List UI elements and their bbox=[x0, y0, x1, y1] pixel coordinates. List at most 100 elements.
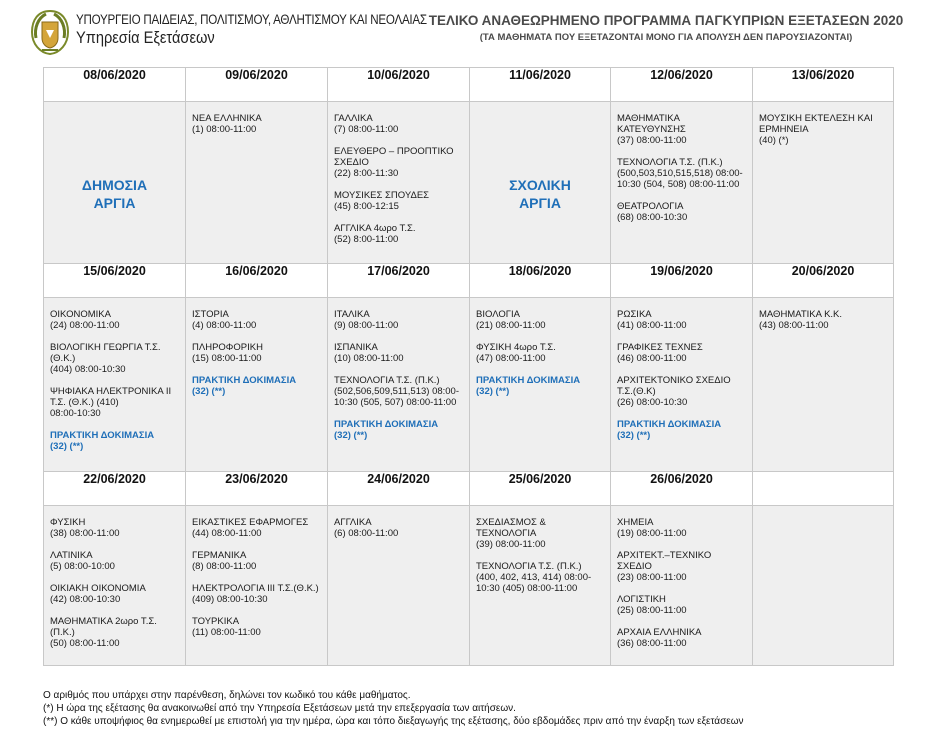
subject-name: ΙΣΤΟΡΙΑ bbox=[192, 309, 229, 320]
holiday-label: ΔΗΜΟΣΙΑ ΑΡΓΙΑ bbox=[50, 113, 179, 259]
exam-subject: ΙΣΠΑΝΙΚΑ (10) 08:00-11:00 bbox=[334, 342, 463, 364]
subject-name: ΜΑΘΗΜΑΤΙΚΑ ΚΑΤΕΥΘΥΝΣΗΣ bbox=[617, 113, 686, 135]
exam-subject: ΨΗΦΙΑΚΑ ΗΛΕΚΤΡΟΝΙΚΑ ΙΙ Τ.Σ. (Θ.Κ.) (410)… bbox=[50, 386, 179, 419]
page-title: ΤΕΛΙΚΟ ΑΝΑΘΕΩΡΗΜΕΝΟ ΠΡΟΓΡΑΜΜΑ ΠΑΓΚΥΠΡΙΩΝ… bbox=[428, 13, 904, 28]
day-cell: ΧΗΜΕΙΑ (19) 08:00-11:00 ΑΡΧΙΤΕΚΤ.–ΤΕΧΝΙΚΟ … bbox=[610, 505, 753, 666]
date-header: 23/06/2020 bbox=[185, 471, 328, 506]
exam-subject: ΜΑΘΗΜΑΤΙΚΑ Κ.Κ. (43) 08:00-11:00 bbox=[759, 309, 887, 331]
subject-time: (11) 08:00-11:00 bbox=[192, 627, 261, 638]
exam-subject: ΣΧΕΔΙΑΣΜΟΣ & ΤΕΧΝΟΛΟΓΙΑ (39) 08:00-11:00 bbox=[476, 517, 604, 550]
exam-subject: ΤΟΥΡΚΙΚΑ (11) 08:00-11:00 bbox=[192, 616, 321, 638]
subject-time: (37) 08:00-11:00 bbox=[617, 135, 687, 146]
subject-time: (52) 8:00-11:00 bbox=[334, 234, 399, 245]
subject-time: (24) 08:00-11:00 bbox=[50, 320, 120, 331]
date-header: 17/06/2020 bbox=[327, 263, 470, 298]
subject-time: (8) 08:00-11:00 bbox=[192, 561, 257, 572]
date-header: 12/06/2020 bbox=[610, 67, 753, 102]
holiday-text: ΑΡΓΙΑ bbox=[93, 195, 136, 211]
subject-time: (9) 08:00-11:00 bbox=[334, 320, 399, 331]
subject-time: (7) 08:00-11:00 bbox=[334, 124, 399, 135]
exam-subject: ΝΕΑ ΕΛΛΗΝΙΚΑ (1) 08:00-11:00 bbox=[192, 113, 321, 135]
practical-name: ΠΡΑΚΤΙΚΗ ΔΟΚΙΜΑΣΙΑ bbox=[617, 419, 722, 430]
exam-subject: ΒΙΟΛΟΓΙΑ (21) 08:00-11:00 bbox=[476, 309, 604, 331]
subject-time: (43) 08:00-11:00 bbox=[759, 320, 829, 331]
subject-name: ΓΡΑΦΙΚΕΣ ΤΕΧΝΕΣ bbox=[617, 342, 703, 353]
practical-exam: ΠΡΑΚΤΙΚΗ ΔΟΚΙΜΑΣΙΑ (32) (**) bbox=[617, 419, 746, 441]
subject-time: (409) 08:00-10:30 bbox=[192, 594, 268, 605]
exam-row: ΦΥΣΙΚΗ (38) 08:00-11:00 ΛΑΤΙΝΙΚΑ (5) 08:00-… bbox=[43, 505, 894, 666]
date-header: 18/06/2020 bbox=[469, 263, 611, 298]
exam-subject: ΜΟΥΣΙΚΕΣ ΣΠΟΥΔΕΣ (45) 8:00-12:15 bbox=[334, 190, 463, 212]
practical-name: ΠΡΑΚΤΙΚΗ ΔΟΚΙΜΑΣΙΑ bbox=[334, 419, 439, 430]
subject-name: ΠΛΗΡΟΦΟΡΙΚΗ bbox=[192, 342, 263, 353]
day-cell: ΜΟΥΣΙΚΗ ΕΚΤΕΛΕΣΗ ΚΑΙ ΕΡΜΗΝΕΙΑ (40) (*) bbox=[752, 101, 894, 264]
day-cell: ΣΧΕΔΙΑΣΜΟΣ & ΤΕΧΝΟΛΟΓΙΑ (39) 08:00-11:00 Τ… bbox=[469, 505, 611, 666]
subject-time: (15) 08:00-11:00 bbox=[192, 353, 262, 364]
day-cell: ΦΥΣΙΚΗ (38) 08:00-11:00 ΛΑΤΙΝΙΚΑ (5) 08:00-… bbox=[43, 505, 186, 666]
exam-row: ΟΙΚΟΝΟΜΙΚΑ (24) 08:00-11:00 ΒΙΟΛΟΓΙΚΗ ΓΕΩΡ… bbox=[43, 297, 894, 472]
exam-subject: ΦΥΣΙΚΗ 4ωρο Τ.Σ. (47) 08:00-11:00 bbox=[476, 342, 604, 364]
practical-code: (32) (**) bbox=[617, 430, 651, 441]
exam-subject: ΟΙΚΟΝΟΜΙΚΑ (24) 08:00-11:00 bbox=[50, 309, 179, 331]
subject-time: (40) (*) bbox=[759, 135, 789, 146]
subject-name: ΜΟΥΣΙΚΗ ΕΚΤΕΛΕΣΗ ΚΑΙ ΕΡΜΗΝΕΙΑ bbox=[759, 113, 873, 135]
subject-name: ΣΧΕΔΙΑΣΜΟΣ & ΤΕΧΝΟΛΟΓΙΑ bbox=[476, 517, 546, 539]
subject-time: (4) 08:00-11:00 bbox=[192, 320, 257, 331]
subject-name: ΒΙΟΛΟΓΙΑ bbox=[476, 309, 520, 320]
subject-time: (23) 08:00-11:00 bbox=[617, 572, 687, 583]
date-header: 24/06/2020 bbox=[327, 471, 470, 506]
subject-name: ΦΥΣΙΚΗ bbox=[50, 517, 86, 528]
footnotes: Ο αριθμός που υπάρχει στην παρένθεση, δη… bbox=[43, 689, 744, 728]
exam-subject: ΕΛΕΥΘΕΡΟ – ΠΡΟΟΠΤΙΚΟ ΣΧΕΔΙΟ (22) 8:00-11:… bbox=[334, 146, 463, 179]
practical-code: (32) (**) bbox=[334, 430, 368, 441]
subject-time: (50) 08:00-11:00 bbox=[50, 638, 120, 649]
subject-time: (404) 08:00-10:30 bbox=[50, 364, 126, 375]
subject-name: ΤΟΥΡΚΙΚΑ bbox=[192, 616, 240, 627]
subject-name: ΒΙΟΛΟΓΙΚΗ ΓΕΩΡΓΙΑ Τ.Σ. (Θ.Κ.) bbox=[50, 342, 161, 364]
subject-time: (1) 08:00-11:00 bbox=[192, 124, 257, 135]
subject-name: ΜΑΘΗΜΑΤΙΚΑ 2ωρο Τ.Σ. (Π.Κ.) bbox=[50, 616, 157, 638]
practical-name: ΠΡΑΚΤΙΚΗ ΔΟΚΙΜΑΣΙΑ bbox=[476, 375, 581, 386]
subject-time: (10) 08:00-11:00 bbox=[334, 353, 404, 364]
holiday-text: ΑΡΓΙΑ bbox=[519, 195, 561, 211]
page-subtitle: (ΤΑ ΜΑΘΗΜΑΤΑ ΠΟΥ ΕΞΕΤΑΖΟΝΤΑΙ ΜΟΝΟ ΓΙΑ ΑΠ… bbox=[479, 32, 853, 43]
subject-time: (36) 08:00-11:00 bbox=[617, 638, 687, 649]
date-header: 26/06/2020 bbox=[610, 471, 753, 506]
subject-name: ΤΕΧΝΟΛΟΓΙΑ Τ.Σ. (Π.Κ.) bbox=[334, 375, 440, 386]
service-name: Υπηρεσία Εξετάσεων bbox=[76, 28, 215, 47]
subject-name: ΓΑΛΛΙΚΑ bbox=[334, 113, 373, 124]
day-cell bbox=[752, 505, 894, 666]
practical-code: (32) (**) bbox=[50, 441, 84, 452]
day-cell: ΜΑΘΗΜΑΤΙΚΑ Κ.Κ. (43) 08:00-11:00 bbox=[752, 297, 894, 472]
date-header: 25/06/2020 bbox=[469, 471, 611, 506]
practical-exam: ΠΡΑΚΤΙΚΗ ΔΟΚΙΜΑΣΙΑ (32) (**) bbox=[476, 375, 604, 397]
holiday-text: ΣΧΟΛΙΚΗ bbox=[509, 177, 571, 193]
day-cell: ΙΣΤΟΡΙΑ (4) 08:00-11:00 ΠΛΗΡΟΦΟΡΙΚΗ (15) 08… bbox=[185, 297, 328, 472]
exam-subject: ΘΕΑΤΡΟΛΟΓΙΑ (68) 08:00-10:30 bbox=[617, 201, 746, 223]
exam-subject: ΕΙΚΑΣΤΙΚΕΣ ΕΦΑΡΜΟΓΕΣ (44) 08:00-11:00 bbox=[192, 517, 321, 539]
subject-time: (41) 08:00-11:00 bbox=[617, 320, 687, 331]
practical-exam: ΠΡΑΚΤΙΚΗ ΔΟΚΙΜΑΣΙΑ (32) (**) bbox=[50, 430, 179, 452]
day-cell: ΡΩΣΙΚΑ (41) 08:00-11:00 ΓΡΑΦΙΚΕΣ ΤΕΧΝΕΣ (46… bbox=[610, 297, 753, 472]
day-cell: ΑΓΓΛΙΚΑ (6) 08:00-11:00 bbox=[327, 505, 470, 666]
subject-time: (39) 08:00-11:00 bbox=[476, 539, 546, 550]
date-row: 08/06/2020 09/06/2020 10/06/2020 11/06/2020… bbox=[43, 67, 894, 102]
exam-subject: ΑΡΧΑΙΑ ΕΛΛΗΝΙΚΑ (36) 08:00-11:00 bbox=[617, 627, 746, 649]
subject-name: ΜΟΥΣΙΚΕΣ ΣΠΟΥΔΕΣ bbox=[334, 190, 430, 201]
exam-subject: ΑΓΓΛΙΚΑ (6) 08:00-11:00 bbox=[334, 517, 463, 539]
subject-time: (45) 8:00-12:15 bbox=[334, 201, 399, 212]
subject-time: (19) 08:00-11:00 bbox=[617, 528, 687, 539]
date-header bbox=[752, 471, 894, 506]
subject-name: ΕΙΚΑΣΤΙΚΕΣ ΕΦΑΡΜΟΓΕΣ bbox=[192, 517, 309, 528]
subject-time: (42) 08:00-10:30 bbox=[50, 594, 121, 605]
exam-subject: ΟΙΚΙΑΚΗ ΟΙΚΟΝΟΜΙΑ (42) 08:00-10:30 bbox=[50, 583, 179, 605]
subject-time: (38) 08:00-11:00 bbox=[50, 528, 120, 539]
subject-name: ΙΣΠΑΝΙΚΑ bbox=[334, 342, 378, 353]
date-header: 22/06/2020 bbox=[43, 471, 186, 506]
date-header: 19/06/2020 bbox=[610, 263, 753, 298]
subject-name: ΙΤΑΛΙΚΑ bbox=[334, 309, 370, 320]
exam-subject: ΑΓΓΛΙΚΑ 4ωρο Τ.Σ. (52) 8:00-11:00 bbox=[334, 223, 463, 245]
exam-subject: ΛΑΤΙΝΙΚΑ (5) 08:00-10:00 bbox=[50, 550, 179, 572]
practical-exam: ΠΡΑΚΤΙΚΗ ΔΟΚΙΜΑΣΙΑ (32) (**) bbox=[334, 419, 463, 441]
subject-time: (6) 08:00-11:00 bbox=[334, 528, 399, 539]
